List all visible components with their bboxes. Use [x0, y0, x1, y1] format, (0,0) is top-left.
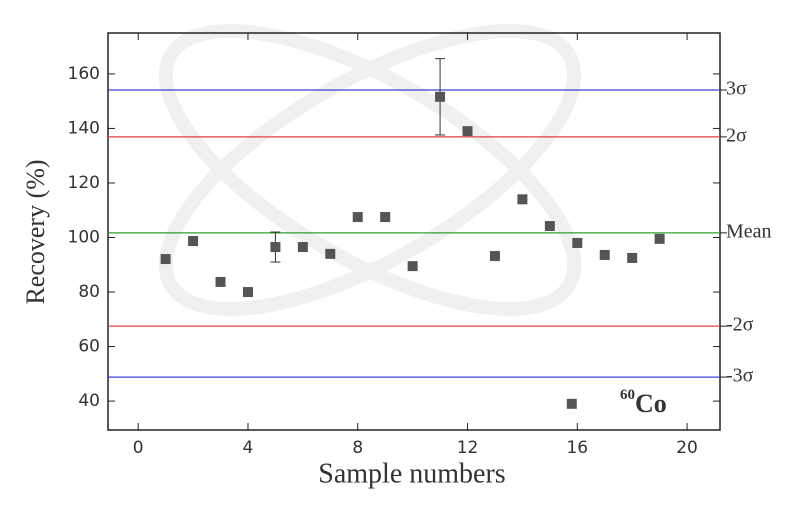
annotation-text: Co — [635, 389, 667, 418]
point — [572, 237, 583, 248]
reference-label: -2σ — [726, 314, 754, 336]
point — [352, 212, 363, 223]
point — [407, 261, 418, 272]
x-tick-label: 12 — [457, 438, 479, 458]
point — [489, 251, 500, 262]
point — [435, 91, 446, 102]
point — [380, 212, 391, 223]
x-tick-label: 20 — [676, 438, 698, 458]
point — [188, 236, 199, 247]
x-tick-label: 16 — [566, 438, 588, 458]
y-axis-title: Recovery (%) — [21, 159, 50, 304]
point — [544, 221, 555, 232]
point — [242, 287, 253, 298]
y-tick-label: 60 — [78, 337, 100, 357]
point — [654, 233, 665, 244]
point — [160, 254, 171, 265]
reference-label: 3σ — [726, 78, 747, 100]
annotation: 60Co — [620, 387, 667, 418]
y-tick-label: 120 — [68, 173, 100, 193]
y-tick-label: 160 — [68, 64, 100, 84]
x-tick-label: 4 — [243, 438, 254, 458]
point — [517, 194, 528, 205]
point — [599, 249, 610, 260]
reference-label: -3σ — [726, 365, 754, 387]
point — [566, 398, 577, 409]
point — [325, 248, 336, 259]
point — [270, 242, 281, 253]
y-tick-label: 100 — [68, 227, 100, 247]
reference-label: Mean — [726, 220, 772, 242]
x-axis-title: Sample numbers — [318, 458, 505, 489]
point — [215, 276, 226, 287]
y-tick-label: 40 — [78, 391, 100, 411]
y-tick-label: 80 — [78, 282, 100, 302]
point — [627, 252, 638, 263]
plot-frame — [107, 32, 721, 431]
reference-label: 2σ — [726, 124, 747, 146]
annotation-sup: 60 — [620, 387, 635, 403]
point — [462, 126, 473, 137]
y-tick-label: 140 — [68, 118, 100, 138]
watermark — [158, 24, 582, 316]
x-tick-label: 8 — [352, 438, 363, 458]
x-tick-label: 0 — [133, 438, 144, 458]
point — [297, 242, 308, 253]
